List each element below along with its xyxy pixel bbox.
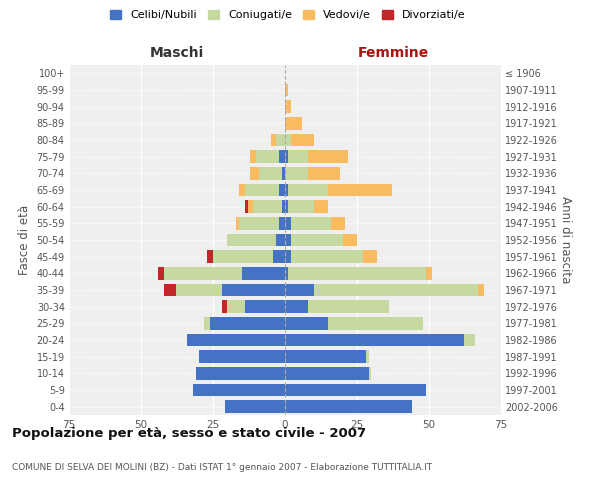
Bar — [314, 284, 478, 296]
Bar — [277, 134, 285, 146]
Bar — [245, 300, 285, 313]
Bar — [285, 134, 291, 146]
Bar — [285, 350, 365, 363]
Bar — [277, 234, 285, 246]
Bar — [285, 217, 291, 230]
Bar — [368, 367, 371, 380]
Bar — [196, 367, 285, 380]
Bar — [331, 217, 346, 230]
Bar — [285, 267, 288, 280]
Bar — [308, 150, 349, 163]
Bar — [242, 267, 285, 280]
Bar — [253, 200, 282, 213]
Bar — [224, 400, 285, 413]
Bar — [187, 334, 285, 346]
Bar — [285, 284, 314, 296]
Bar — [250, 167, 259, 179]
Text: Popolazione per età, sesso e stato civile - 2007: Popolazione per età, sesso e stato civil… — [12, 428, 366, 440]
Bar — [464, 334, 475, 346]
Bar — [308, 300, 389, 313]
Bar — [279, 217, 285, 230]
Bar — [285, 300, 308, 313]
Bar — [282, 200, 285, 213]
Bar — [291, 134, 314, 146]
Y-axis label: Anni di nascita: Anni di nascita — [559, 196, 572, 284]
Bar — [285, 167, 308, 179]
Bar — [285, 400, 412, 413]
Bar — [221, 300, 227, 313]
Bar — [285, 84, 288, 96]
Bar — [328, 317, 423, 330]
Bar — [285, 100, 291, 113]
Bar — [285, 317, 328, 330]
Bar — [291, 234, 343, 246]
Bar — [236, 217, 239, 230]
Bar — [245, 184, 279, 196]
Bar — [426, 267, 432, 280]
Text: COMUNE DI SELVA DEI MOLINI (BZ) - Dati ISTAT 1° gennaio 2007 - Elaborazione TUTT: COMUNE DI SELVA DEI MOLINI (BZ) - Dati I… — [12, 462, 432, 471]
Bar — [285, 250, 291, 263]
Bar — [285, 234, 291, 246]
Bar — [288, 267, 426, 280]
Bar — [207, 250, 213, 263]
Bar — [259, 167, 282, 179]
Bar — [285, 150, 288, 163]
Bar — [478, 284, 484, 296]
Bar — [164, 284, 176, 296]
Bar — [227, 234, 277, 246]
Text: Femmine: Femmine — [358, 46, 428, 60]
Bar — [288, 200, 314, 213]
Legend: Celibi/Nubili, Coniugati/e, Vedovi/e, Divorziati/e: Celibi/Nubili, Coniugati/e, Vedovi/e, Di… — [106, 6, 470, 25]
Bar — [285, 184, 288, 196]
Bar — [250, 150, 256, 163]
Bar — [291, 250, 363, 263]
Bar — [271, 134, 277, 146]
Bar — [205, 317, 210, 330]
Bar — [193, 384, 285, 396]
Bar — [363, 250, 377, 263]
Bar — [199, 350, 285, 363]
Bar — [248, 200, 253, 213]
Bar — [279, 184, 285, 196]
Y-axis label: Fasce di età: Fasce di età — [18, 205, 31, 275]
Bar — [285, 367, 368, 380]
Bar — [164, 267, 242, 280]
Bar — [245, 200, 248, 213]
Bar — [282, 167, 285, 179]
Bar — [288, 184, 328, 196]
Bar — [343, 234, 357, 246]
Bar — [288, 150, 308, 163]
Bar — [213, 250, 274, 263]
Bar — [239, 217, 279, 230]
Bar — [285, 117, 302, 130]
Text: Maschi: Maschi — [150, 46, 204, 60]
Bar — [239, 184, 245, 196]
Bar — [308, 167, 340, 179]
Bar — [210, 317, 285, 330]
Bar — [285, 334, 464, 346]
Bar — [285, 384, 426, 396]
Bar — [285, 200, 288, 213]
Bar — [256, 150, 279, 163]
Bar — [227, 300, 245, 313]
Bar — [158, 267, 164, 280]
Bar — [365, 350, 368, 363]
Bar — [221, 284, 285, 296]
Bar — [314, 200, 328, 213]
Bar — [328, 184, 392, 196]
Bar — [274, 250, 285, 263]
Bar — [279, 150, 285, 163]
Bar — [176, 284, 221, 296]
Bar — [291, 217, 331, 230]
